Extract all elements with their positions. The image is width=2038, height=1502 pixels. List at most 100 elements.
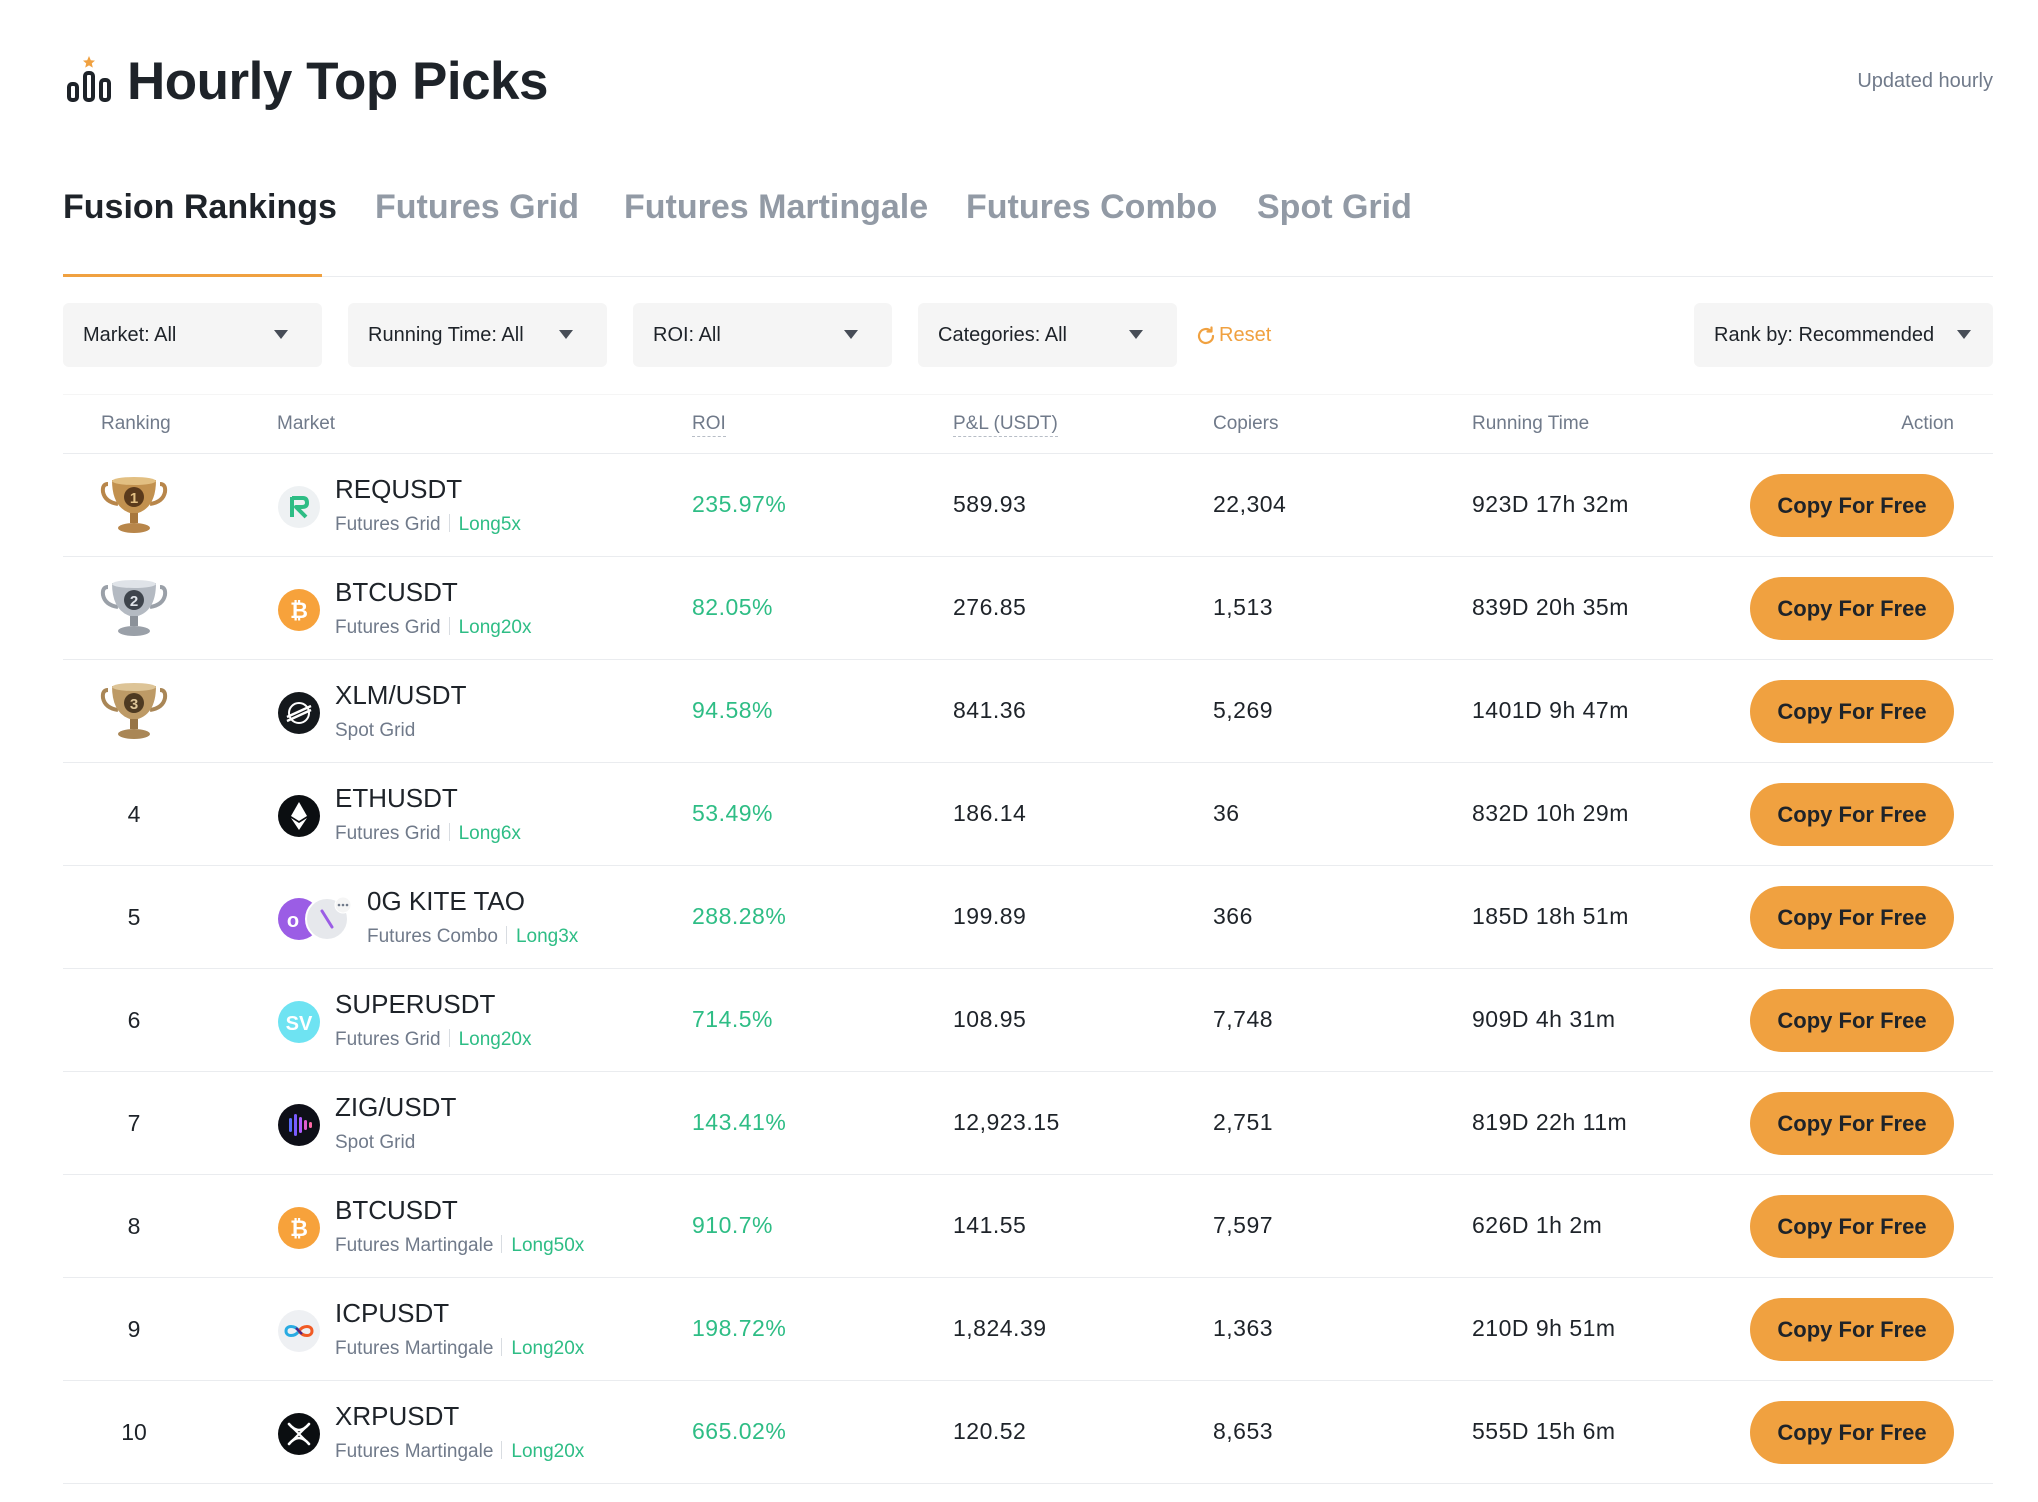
copy-for-free-button[interactable]: Copy For Free <box>1750 783 1954 846</box>
table-row: 8 ₿ BTCUSDT Futures Martingale Long50x 91… <box>63 1175 1993 1278</box>
leverage-tag: Long6x <box>458 823 521 844</box>
leverage-tag: Long5x <box>458 514 521 535</box>
caret-down-icon <box>1957 330 1971 339</box>
strategy-type: Spot Grid <box>335 720 416 741</box>
silver-trophy-icon: 2 <box>100 580 168 636</box>
running-time-value: 923D 17h 32m <box>1472 491 1629 517</box>
copy-for-free-button[interactable]: Copy For Free <box>1750 1195 1954 1258</box>
copiers-count: 36 <box>1213 800 1240 826</box>
filter-bar: Market: All Running Time: All ROI: All C… <box>63 303 1993 367</box>
column-header-copiers: Copiers <box>1213 413 1279 434</box>
copiers-count: 8,653 <box>1213 1418 1274 1444</box>
pnl-value: 841.36 <box>953 697 1027 723</box>
copiers-count: 366 <box>1213 903 1253 929</box>
eth-coin-icon <box>278 795 320 837</box>
roi-filter-dropdown[interactable]: ROI: All <box>633 303 892 367</box>
market-pair: REQUSDT <box>335 474 463 504</box>
caret-down-icon <box>274 330 288 339</box>
strategy-info: Futures Grid Long20x <box>335 617 532 639</box>
xlm-coin-icon <box>278 692 320 734</box>
divider <box>448 823 450 841</box>
copy-for-free-button[interactable]: Copy For Free <box>1750 886 1954 949</box>
running-time-value: 819D 22h 11m <box>1472 1109 1628 1135</box>
market-pair: ZIG/USDT <box>335 1092 457 1122</box>
column-header-running-time: Running Time <box>1472 413 1590 434</box>
copy-for-free-button[interactable]: Copy For Free <box>1750 989 1954 1052</box>
req-coin-icon <box>278 486 320 528</box>
column-header-ranking: Ranking <box>101 413 171 434</box>
market-pair: ICPUSDT <box>335 1298 450 1328</box>
running-time-value: 626D 1h 2m <box>1472 1212 1603 1238</box>
pnl-value: 108.95 <box>953 1006 1027 1032</box>
market-pair: XLM/USDT <box>335 680 467 710</box>
table-row: 6 SV SUPERUSDT Futures Grid Long20x 714.5… <box>63 969 1993 1072</box>
roi-value: 143.41% <box>692 1109 787 1135</box>
table-row: 7 ZIG/USDT Spot Grid 143.41% 12,923.15 2… <box>63 1072 1993 1175</box>
svg-text:o: o <box>287 910 299 932</box>
table-row: 2 ₿ BTCUSDT Futures Grid Long20x 82.05% 2… <box>63 557 1993 660</box>
table-row: 4 ETHUSDT Futures Grid Long6x 53.49% 186.… <box>63 763 1993 866</box>
copy-for-free-button[interactable]: Copy For Free <box>1750 1298 1954 1361</box>
tab-futures-combo[interactable]: Futures Combo <box>966 188 1218 226</box>
tab-spot-grid[interactable]: Spot Grid <box>1257 188 1412 226</box>
table-row: 5 o 0G KITE TAO Futures Combo Long3x 288.… <box>63 866 1993 969</box>
rank-by-dropdown[interactable]: Rank by: Recommended <box>1694 303 1993 367</box>
table-row: 1 REQUSDT Futures Grid Long5x 235.97% 589… <box>63 454 1993 557</box>
copiers-count: 2,751 <box>1213 1109 1274 1135</box>
super-coin-icon: SV <box>278 1001 320 1043</box>
column-header-pnl[interactable]: P&L (USDT) <box>953 413 1058 437</box>
running-time-value: 555D 15h 6m <box>1472 1418 1616 1444</box>
strategy-type: Futures Grid <box>335 1029 441 1050</box>
btc-coin-icon: ₿ <box>278 589 320 631</box>
active-tab-indicator <box>63 274 322 277</box>
running-time-filter-dropdown[interactable]: Running Time: All <box>348 303 607 367</box>
strategy-info: Futures Martingale Long50x <box>335 1235 584 1257</box>
running-time-value: 909D 4h 31m <box>1472 1006 1616 1032</box>
strategy-type: Spot Grid <box>335 1132 416 1153</box>
strategy-type: Futures Grid <box>335 514 441 535</box>
market-pair: SUPERUSDT <box>335 989 496 1019</box>
categories-filter-dropdown[interactable]: Categories: All <box>918 303 1177 367</box>
copy-for-free-button[interactable]: Copy For Free <box>1750 577 1954 640</box>
running-time-filter-label: Running Time: All <box>368 324 524 346</box>
copy-for-free-button[interactable]: Copy For Free <box>1750 1401 1954 1464</box>
strategy-info: Futures Martingale Long20x <box>335 1338 584 1360</box>
market-filter-dropdown[interactable]: Market: All <box>63 303 322 367</box>
roi-value: 910.7% <box>692 1212 774 1238</box>
trophy-rank-label: 3 <box>130 696 138 713</box>
tab-futures-grid[interactable]: Futures Grid <box>375 188 580 226</box>
caret-down-icon <box>844 330 858 339</box>
market-filter-label: Market: All <box>83 324 177 346</box>
strategy-info: Futures Grid Long6x <box>335 823 521 845</box>
roi-value: 714.5% <box>692 1006 774 1032</box>
pnl-value: 276.85 <box>953 594 1027 620</box>
pnl-value: 199.89 <box>953 903 1027 929</box>
running-time-value: 839D 20h 35m <box>1472 594 1629 620</box>
svg-text:₿: ₿ <box>290 1217 308 1242</box>
pnl-value: 120.52 <box>953 1418 1027 1444</box>
rank-number: 6 <box>127 1007 141 1033</box>
divider <box>501 1235 503 1253</box>
roi-value: 198.72% <box>692 1315 787 1341</box>
running-time-value: 210D 9h 51m <box>1472 1315 1616 1341</box>
divider <box>448 617 450 635</box>
column-header-market: Market <box>277 413 336 434</box>
divider <box>448 1029 450 1047</box>
rank-number: 5 <box>127 904 141 930</box>
rank-number: 10 <box>121 1419 147 1445</box>
combo-coins-icon: o <box>278 897 352 941</box>
strategy-info: Spot Grid <box>335 720 415 742</box>
column-header-roi[interactable]: ROI <box>692 413 726 437</box>
running-time-value: 832D 10h 29m <box>1472 800 1629 826</box>
tab-fusion-rankings[interactable]: Fusion Rankings <box>63 188 337 226</box>
divider <box>505 926 507 944</box>
copy-for-free-button[interactable]: Copy For Free <box>1750 474 1954 537</box>
bar-chart-star-icon <box>67 56 111 102</box>
divider <box>501 1441 503 1459</box>
tab-futures-martingale[interactable]: Futures Martingale <box>624 188 929 226</box>
rank-number: 9 <box>127 1316 141 1342</box>
update-frequency-note: Updated hourly <box>1857 70 1993 92</box>
copy-for-free-button[interactable]: Copy For Free <box>1750 1092 1954 1155</box>
copy-for-free-button[interactable]: Copy For Free <box>1750 680 1954 743</box>
caret-down-icon <box>1129 330 1143 339</box>
